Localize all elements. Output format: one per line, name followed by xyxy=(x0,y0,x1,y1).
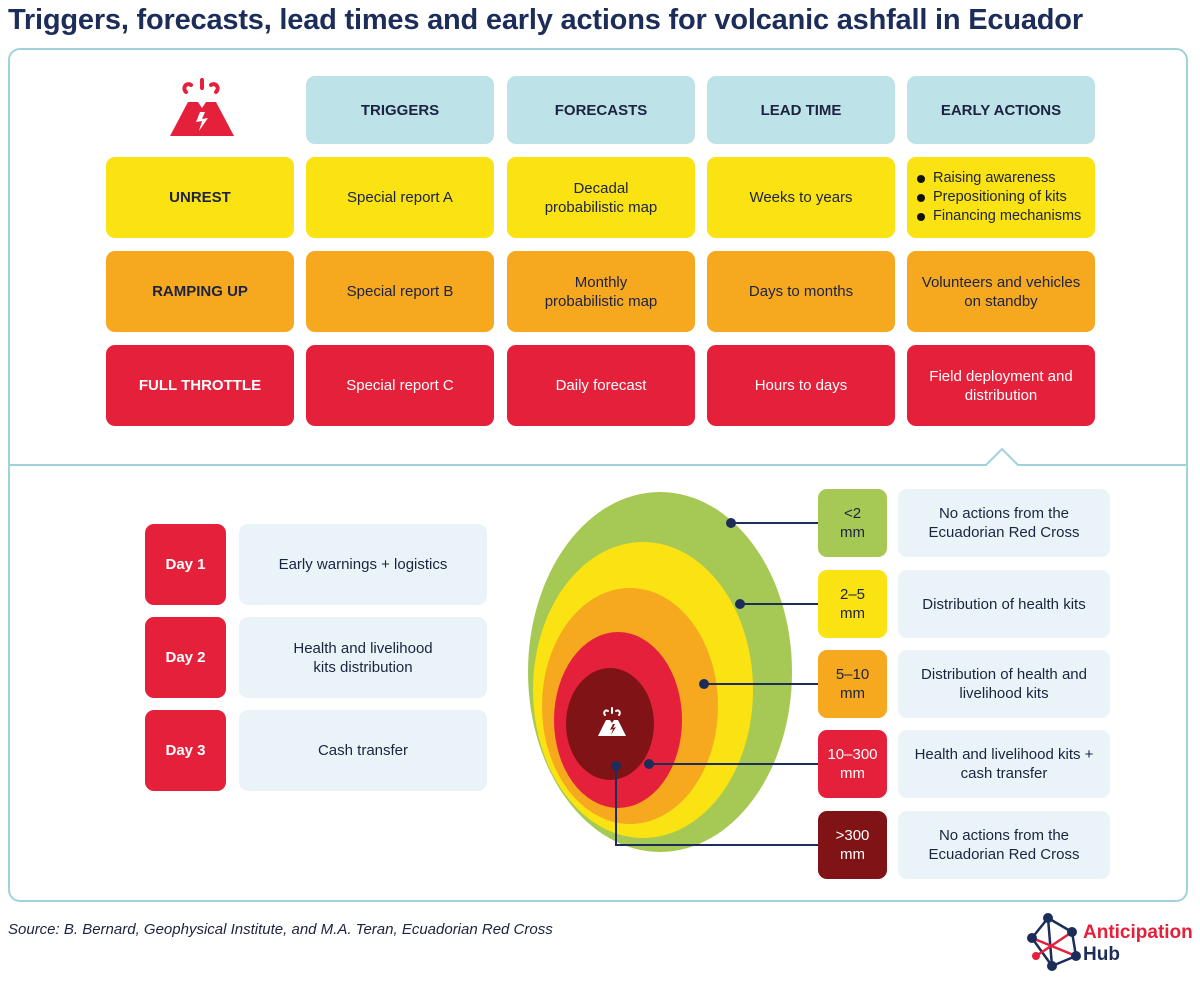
list-item: Prepositioning of kits xyxy=(917,188,1081,207)
cell-trigger-unrest: Special report A xyxy=(306,157,494,238)
header-lead-time: LEAD TIME xyxy=(707,76,895,144)
page-title: Triggers, forecasts, lead times and earl… xyxy=(8,4,1083,36)
day-1-box: Day 1 xyxy=(145,524,226,605)
range-2-5-action: Distribution of health kits xyxy=(898,570,1110,638)
anticipation-hub-logo-icon xyxy=(1027,913,1081,971)
range-5-10-action: Distribution of health and livelihood ki… xyxy=(898,650,1110,718)
header-early-actions: EARLY ACTIONS xyxy=(907,76,1095,144)
brand-name: Anticipation Hub xyxy=(1083,922,1193,966)
brand-line-2: Hub xyxy=(1083,944,1120,965)
range-gt300-box: >300 mm xyxy=(818,811,887,879)
day-3-box: Day 3 xyxy=(145,710,226,791)
cell-actions-unrest: Raising awareness Prepositioning of kits… xyxy=(907,157,1095,238)
range-lt2-action: No actions from the Ecuadorian Red Cross xyxy=(898,489,1110,557)
range-10-300-box: 10–300 mm xyxy=(818,730,887,798)
list-item: Raising awareness xyxy=(917,169,1081,188)
list-item: Financing mechanisms xyxy=(917,207,1081,226)
connector-gt300 xyxy=(615,766,818,846)
row-label-unrest: UNREST xyxy=(106,157,294,238)
day-2-box: Day 2 xyxy=(145,617,226,698)
cell-forecast-unrest: Decadal probabilistic map xyxy=(507,157,695,238)
range-5-10-box: 5–10 mm xyxy=(818,650,887,718)
cell-actions-full-throttle: Field deployment and distribution xyxy=(907,345,1095,426)
source-note: Source: B. Bernard, Geophysical Institut… xyxy=(8,921,553,938)
cell-lead-time-unrest: Weeks to years xyxy=(707,157,895,238)
row-label-ramping-up: RAMPING UP xyxy=(106,251,294,332)
range-10-300-action: Health and livelihood kits + cash transf… xyxy=(898,730,1110,798)
header-forecasts: FORECASTS xyxy=(507,76,695,144)
ashfall-zones-diagram xyxy=(528,492,818,852)
cell-actions-ramping-up: Volunteers and vehicles on standby xyxy=(907,251,1095,332)
cell-trigger-full-throttle: Special report C xyxy=(306,345,494,426)
section-divider xyxy=(8,447,1188,466)
day-2-text: Health and livelihood kits distribution xyxy=(239,617,487,698)
cell-forecast-full-throttle: Daily forecast xyxy=(507,345,695,426)
range-2-5-box: 2–5 mm xyxy=(818,570,887,638)
cell-forecast-ramping-up: Monthly probabilistic map xyxy=(507,251,695,332)
row-label-full-throttle: FULL THROTTLE xyxy=(106,345,294,426)
cell-lead-time-full-throttle: Hours to days xyxy=(707,345,895,426)
cell-lead-time-ramping-up: Days to months xyxy=(707,251,895,332)
volcano-small-icon xyxy=(598,707,626,736)
range-gt300-action: No actions from the Ecuadorian Red Cross xyxy=(898,811,1110,879)
brand-line-1: Anticipation xyxy=(1083,922,1193,943)
header-triggers: TRIGGERS xyxy=(306,76,494,144)
cell-trigger-ramping-up: Special report B xyxy=(306,251,494,332)
content-frame xyxy=(8,48,1188,902)
volcano-icon xyxy=(170,78,234,136)
actions-list: Raising awareness Prepositioning of kits… xyxy=(917,169,1081,226)
day-3-text: Cash transfer xyxy=(239,710,487,791)
range-lt2-box: <2 mm xyxy=(818,489,887,557)
day-1-text: Early warnings + logistics xyxy=(239,524,487,605)
